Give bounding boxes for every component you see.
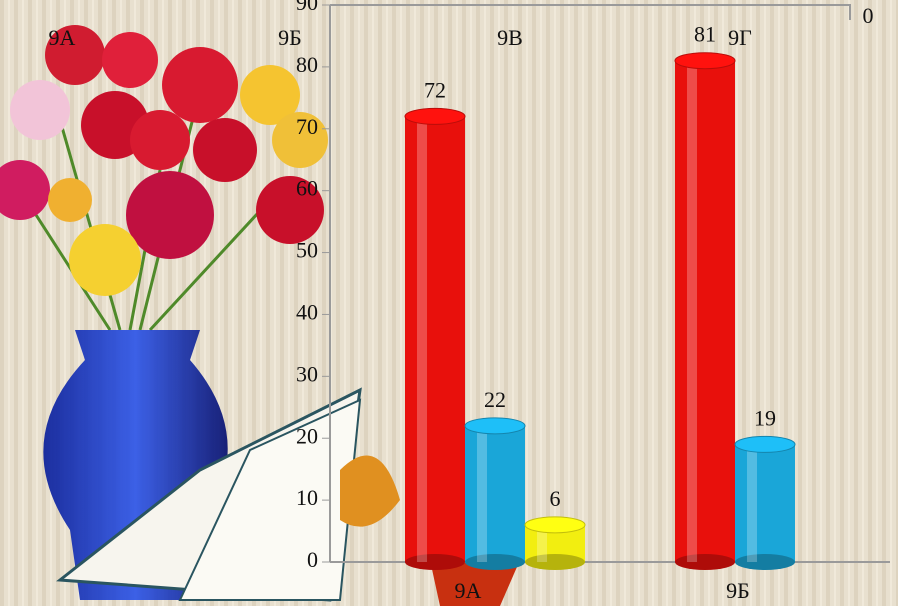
value-label: 81 [694, 22, 716, 47]
y-tick-label: 50 [296, 238, 318, 263]
corner-label: 0 [863, 3, 874, 28]
value-label: 19 [754, 405, 776, 430]
y-tick-label: 90 [296, 0, 318, 15]
bar-shine [747, 444, 757, 562]
bar [465, 425, 525, 562]
y-tick-label: 20 [296, 423, 318, 448]
y-tick-label: 60 [296, 176, 318, 201]
bar-base [465, 554, 525, 570]
bar-base [675, 554, 735, 570]
bar [735, 444, 795, 562]
value-label: 22 [484, 387, 506, 412]
bar-cap [464, 417, 526, 435]
y-tick-label: 10 [296, 485, 318, 510]
depth-label: 9А [49, 25, 76, 50]
value-label: 72 [424, 77, 446, 102]
depth-label: 9Г [728, 25, 752, 50]
bar-cap [674, 52, 736, 70]
value-label: 6 [550, 486, 561, 511]
y-tick-label: 70 [296, 114, 318, 139]
bar-cap [524, 516, 586, 534]
bar [405, 116, 465, 563]
x-tick-label: 9Б [726, 578, 750, 603]
depth-label: 9Б [278, 25, 302, 50]
bar-cap [404, 107, 466, 125]
y-tick-label: 40 [296, 299, 318, 324]
y-tick-label: 80 [296, 52, 318, 77]
bar-base [735, 554, 795, 570]
bar-shine [537, 524, 547, 562]
bar-shine [687, 60, 697, 562]
bar-cap [734, 435, 796, 453]
bar-base [405, 554, 465, 570]
y-tick-label: 30 [296, 361, 318, 386]
x-tick-label: 9А [455, 578, 482, 603]
bar-shine [477, 425, 487, 562]
bar-base [525, 554, 585, 570]
bar [675, 60, 735, 562]
bar-shine [417, 116, 427, 563]
y-tick-label: 0 [307, 547, 318, 572]
depth-label: 9В [497, 25, 523, 50]
decoration [0, 25, 520, 606]
